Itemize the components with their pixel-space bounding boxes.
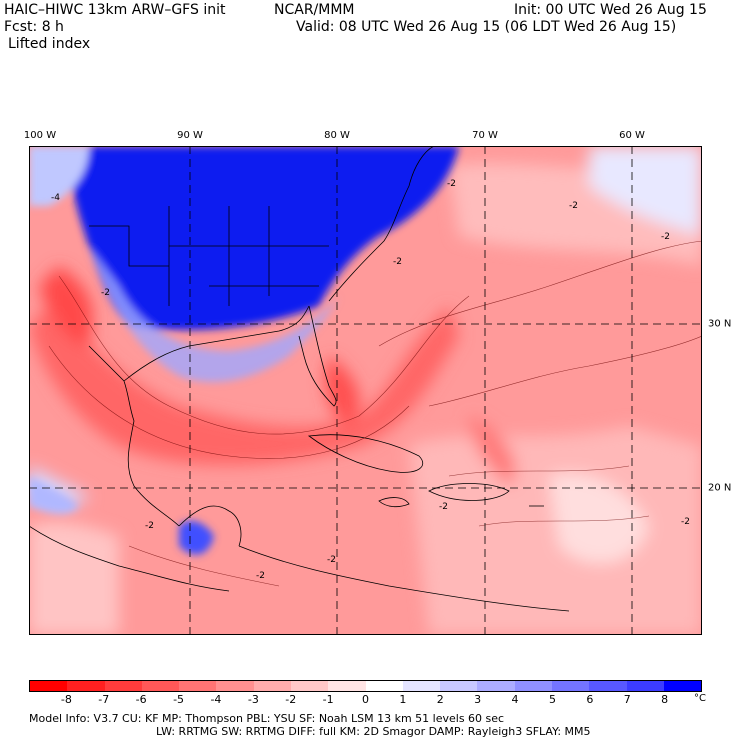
valid-time: Valid: 08 UTC Wed 26 Aug 15 (06 LDT Wed … <box>296 19 677 35</box>
field-name: Lifted index <box>8 36 91 52</box>
colorbar-tick-label: 2 <box>436 693 444 706</box>
field-dark-gulf <box>29 306 459 465</box>
coast-yucatan <box>178 505 242 547</box>
field-dark-bahamas <box>325 356 360 426</box>
colorbar-unit: °C <box>694 693 706 704</box>
colorbar-tick-label: -4 <box>210 693 222 706</box>
colorbar-swatch <box>216 681 254 691</box>
coast-pacific <box>29 525 230 592</box>
contour-label: -2 <box>661 232 670 242</box>
colorbar-tick-label: -3 <box>247 693 259 706</box>
colorbar-tick-label: 0 <box>362 693 369 706</box>
border-states-1 <box>89 225 169 267</box>
colorbar <box>29 680 702 692</box>
lon-label-100w: 100 W <box>23 130 57 141</box>
border-states-3 <box>169 245 329 287</box>
colorbar-swatch <box>477 681 515 691</box>
coast-gulf-north <box>123 305 310 382</box>
org-label: NCAR/MMM <box>274 2 355 18</box>
contour-1 <box>58 275 470 435</box>
coast-mexico-east <box>127 420 180 527</box>
field-stable-guatemala <box>179 520 214 555</box>
colorbar-swatch <box>402 681 441 691</box>
contour-5 <box>448 465 630 477</box>
field-stable-mexico2 <box>29 476 79 514</box>
contour-4 <box>428 335 702 407</box>
contour-2 <box>48 345 410 459</box>
contour-label: -4 <box>51 193 60 203</box>
lon-label-60w: 60 W <box>619 130 645 141</box>
coast-south-america <box>238 545 570 612</box>
contour-label: -2 <box>101 288 110 298</box>
colorbar-swatch <box>626 681 664 691</box>
model-title: HAIC–HIWC 13km ARW–GFS init <box>4 2 226 18</box>
model-info-line2: LW: RRTMG SW: RRTMG DIFF: full KM: 2D Sm… <box>156 725 591 738</box>
colorbar-tick-label: -2 <box>285 693 297 706</box>
lat-label-20n: 20 N <box>708 482 732 494</box>
colorbar-swatch <box>104 681 142 691</box>
colorbar-tick-label: 1 <box>399 693 407 706</box>
coast-cuba <box>307 434 424 473</box>
contour-6 <box>478 515 650 527</box>
colorbar-swatch <box>440 681 478 691</box>
lon-label-70w: 70 W <box>472 130 498 141</box>
colorbar-tick-label: 7 <box>623 693 631 706</box>
colorbar-tick-label: 6 <box>586 693 594 706</box>
model-info-line1: Model Info: V3.7 CU: KF MP: Thompson PBL… <box>29 712 505 725</box>
colorbar-tick-label: 8 <box>661 693 669 706</box>
field-stable-us <box>69 146 459 330</box>
lon-label-90w: 90 W <box>177 130 203 141</box>
contour-label: -2 <box>145 521 154 531</box>
field-stable-nw <box>29 146 89 206</box>
colorbar-swatch <box>365 681 403 691</box>
colorbar-swatch <box>67 681 105 691</box>
colorbar-tick-label: -1 <box>322 693 334 706</box>
field-light-pacific <box>29 521 119 635</box>
field-dark-texas <box>39 266 93 346</box>
colorbar-tick-label: -6 <box>135 693 147 706</box>
colorbar-swatch <box>290 681 329 691</box>
field-stable-ne <box>589 146 702 236</box>
contour-label: -2 <box>393 257 402 267</box>
colorbar-swatch <box>514 681 552 691</box>
colorbar-tick-label: 3 <box>474 693 482 706</box>
init-time: Init: 00 UTC Wed 26 Aug 15 <box>514 2 707 18</box>
lifted-index-map: -4 -2 -2 -2 -2 -2 -2 -2 -2 -2 -2 <box>29 146 702 635</box>
colorbar-tick-label: 4 <box>511 693 519 706</box>
field-transition-gulfcoast <box>89 246 339 383</box>
map-border <box>29 146 702 635</box>
contour-label: -2 <box>569 201 578 211</box>
contour-label: -2 <box>256 571 265 581</box>
border-states-2 <box>168 206 270 306</box>
colorbar-swatch <box>141 681 180 691</box>
contour-label: -2 <box>439 502 448 512</box>
forecast-hour: Fcst: 8 h <box>4 19 64 35</box>
coast-florida <box>298 305 337 407</box>
colorbar-swatch <box>551 681 590 691</box>
colorbar-swatch <box>589 681 627 691</box>
coast-hispaniola <box>428 483 510 501</box>
colorbar-swatch <box>179 681 217 691</box>
coast-atlantic <box>328 146 435 302</box>
colorbar-swatch <box>30 681 68 691</box>
coast-jamaica <box>378 497 410 508</box>
colorbar-tick-label: -5 <box>173 693 185 706</box>
colorbar-tick-label: -7 <box>98 693 110 706</box>
lon-label-80w: 80 W <box>324 130 350 141</box>
contour-7 <box>128 545 280 587</box>
contour-label: -2 <box>447 179 456 189</box>
lat-label-30n: 30 N <box>708 318 732 330</box>
field-dark-hispaniola <box>469 416 516 486</box>
contour-label: -2 <box>681 517 690 527</box>
field-light-east <box>409 426 702 635</box>
field-light-patch <box>549 473 649 564</box>
contour-label: -2 <box>327 555 336 565</box>
colorbar-swatch <box>328 681 366 691</box>
colorbar-swatch <box>663 681 702 691</box>
colorbar-swatch <box>253 681 291 691</box>
colorbar-tick-label: -8 <box>60 693 72 706</box>
colorbar-tick-label: 5 <box>548 693 556 706</box>
